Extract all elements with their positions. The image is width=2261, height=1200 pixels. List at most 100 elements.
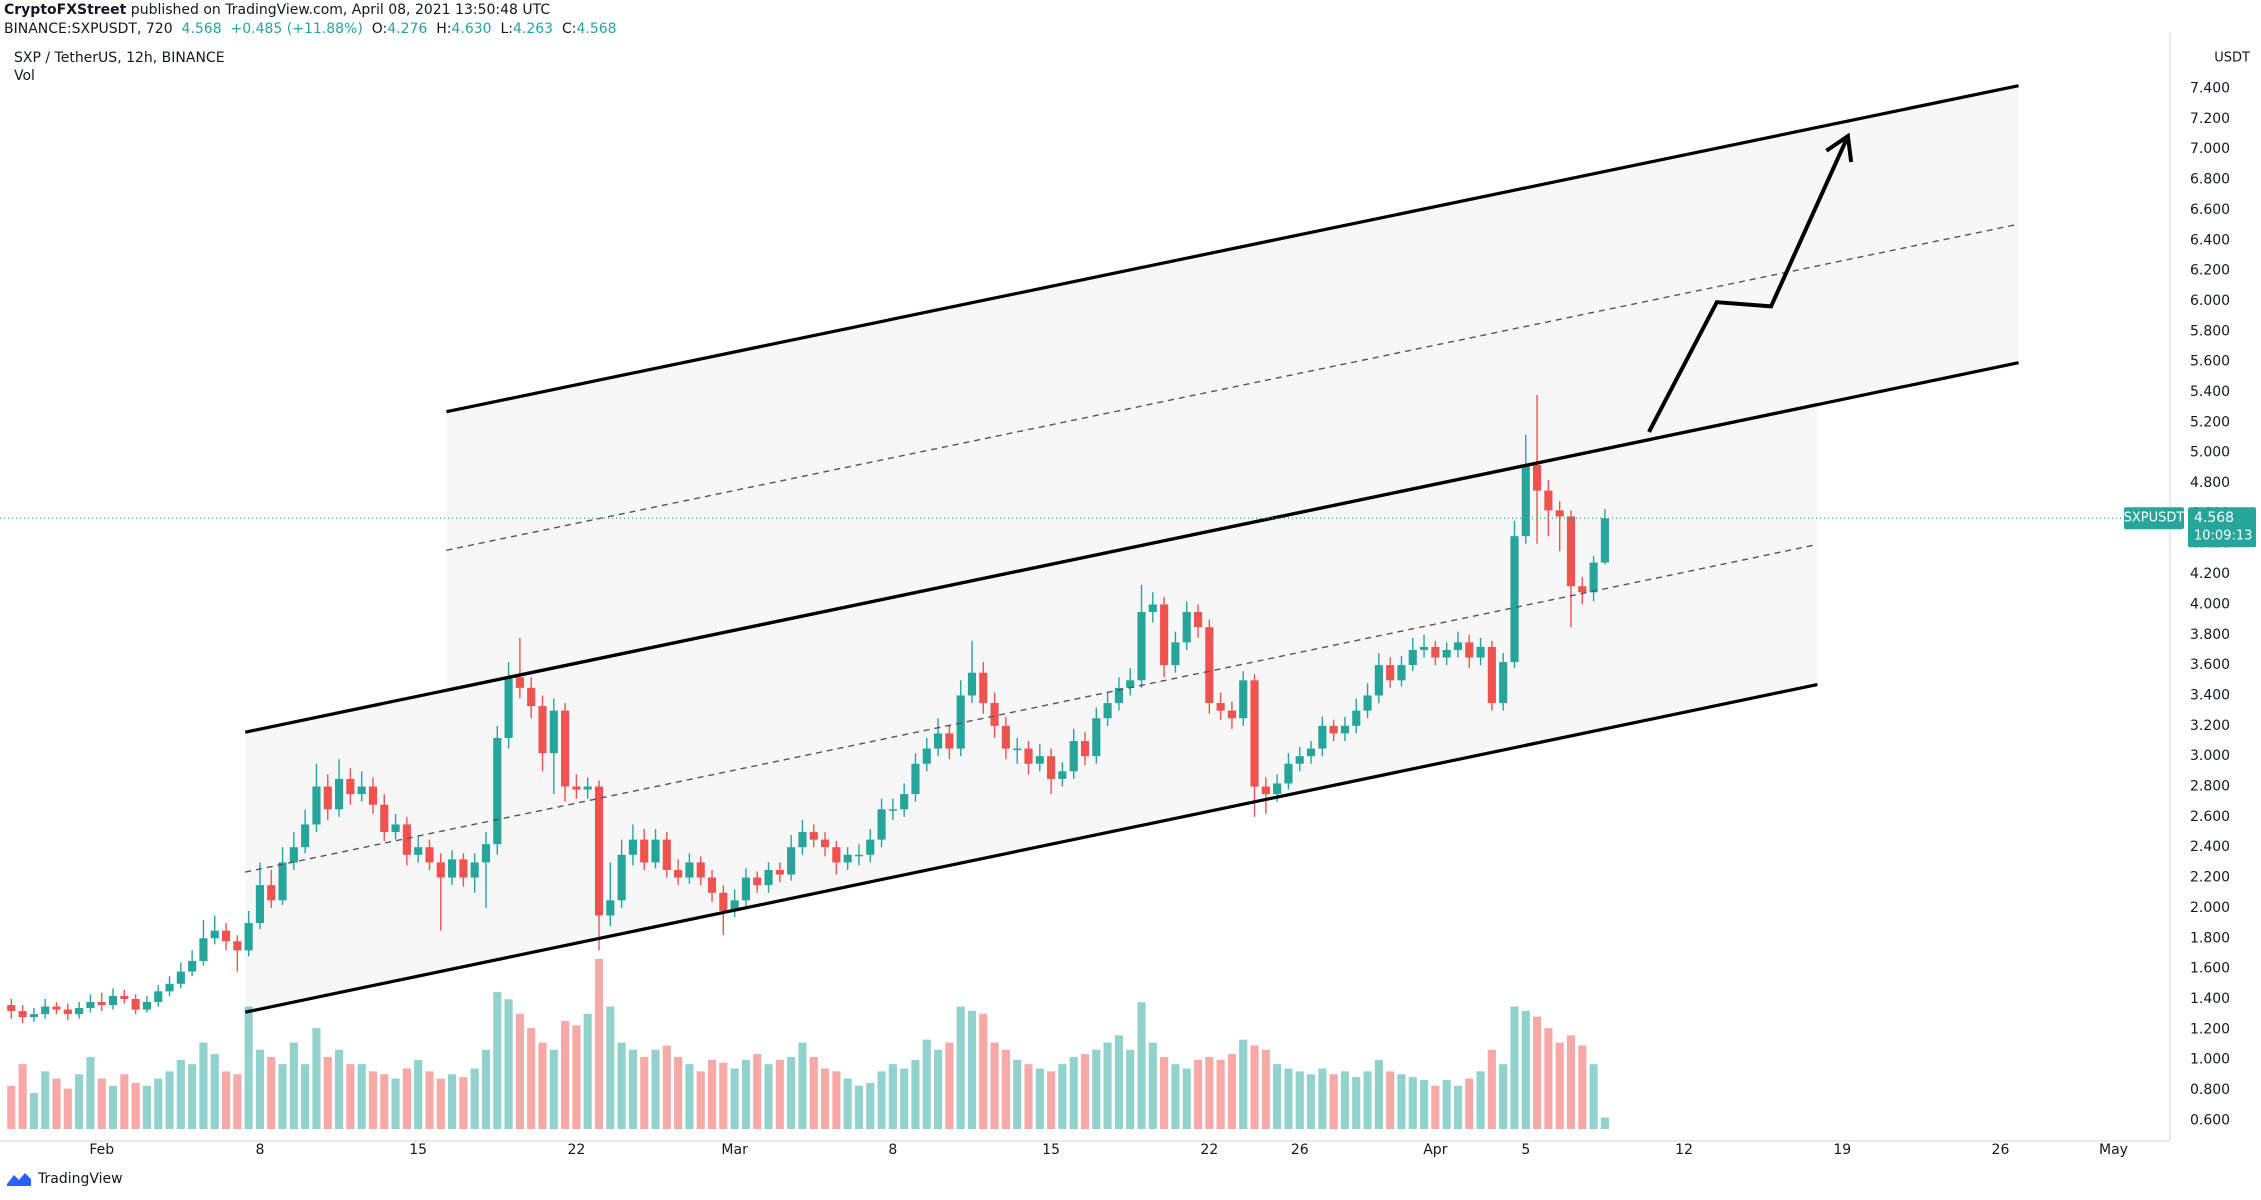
candle-body bbox=[368, 786, 378, 805]
candle-body bbox=[1476, 646, 1485, 658]
volume-bar bbox=[52, 1078, 61, 1129]
candle-body bbox=[1148, 604, 1157, 613]
candle-body bbox=[1205, 627, 1214, 704]
volume-bar bbox=[640, 1056, 649, 1129]
symbol-info: BINANCE:SXPUSDT, 720 bbox=[4, 21, 173, 37]
x-tick-label: 15 bbox=[1042, 1142, 1060, 1158]
volume-bar bbox=[255, 1049, 265, 1129]
volume-bar bbox=[764, 1064, 773, 1129]
candle-body bbox=[1363, 695, 1372, 711]
candle-body bbox=[854, 854, 864, 857]
volume-bar bbox=[120, 1074, 129, 1129]
candle-body bbox=[820, 839, 830, 848]
x-tick-label: 5 bbox=[1521, 1142, 1530, 1158]
candle-body bbox=[1374, 665, 1383, 696]
volume-bar bbox=[108, 1085, 118, 1129]
volume-bar bbox=[244, 1006, 253, 1129]
x-tick-label: May bbox=[2099, 1142, 2128, 1158]
volume-bar bbox=[323, 1056, 332, 1129]
volume-bar bbox=[63, 1088, 72, 1129]
candle-body bbox=[1227, 710, 1236, 719]
candle-body bbox=[1487, 646, 1496, 704]
volume-bar bbox=[1306, 1074, 1316, 1129]
volume-bar bbox=[527, 1028, 536, 1129]
volume-bar bbox=[1340, 1071, 1350, 1129]
candle-body bbox=[1250, 680, 1259, 787]
x-tick-label: 26 bbox=[1291, 1142, 1309, 1158]
volume-bar bbox=[696, 1071, 705, 1129]
volume-bar bbox=[1555, 1042, 1564, 1129]
candle-body bbox=[515, 677, 524, 688]
candle-body bbox=[696, 862, 705, 878]
channel-line bbox=[244, 682, 1818, 1014]
volume-bar bbox=[1114, 1035, 1123, 1129]
volume-bar bbox=[594, 959, 604, 1129]
candle-body bbox=[493, 737, 502, 845]
volume-bar bbox=[1205, 1056, 1214, 1129]
candle-body bbox=[911, 763, 920, 795]
volume-bar bbox=[990, 1042, 999, 1129]
volume-bar bbox=[775, 1059, 784, 1129]
y-tick-label: 0.600 bbox=[2190, 1112, 2230, 1128]
candle-body bbox=[391, 824, 400, 833]
candle-body bbox=[572, 786, 581, 790]
candle-body bbox=[97, 1001, 106, 1006]
y-tick-label: 6.600 bbox=[2190, 202, 2230, 218]
y-tick-label: 6.000 bbox=[2190, 293, 2230, 309]
volume-bar bbox=[1261, 1049, 1270, 1129]
y-tick-label: 3.800 bbox=[2190, 627, 2230, 643]
y-tick-label: 5.800 bbox=[2190, 323, 2230, 339]
volume-bar bbox=[798, 1042, 807, 1129]
candle-body bbox=[1408, 649, 1417, 666]
candle-body bbox=[1261, 786, 1270, 795]
candle-body bbox=[1544, 490, 1553, 511]
volume-bar bbox=[7, 1085, 16, 1129]
candle-body bbox=[1126, 680, 1135, 688]
candle-body bbox=[289, 847, 298, 863]
volume-bar bbox=[1431, 1085, 1440, 1129]
ohlc-value: 4.263 bbox=[513, 21, 554, 37]
y-tick-label: 6.800 bbox=[2190, 172, 2230, 188]
y-tick-label: 1.800 bbox=[2190, 930, 2230, 946]
volume-bar bbox=[967, 1010, 977, 1129]
volume-bar bbox=[1295, 1071, 1304, 1129]
candle-body bbox=[1239, 680, 1248, 719]
volume-bar bbox=[1487, 1049, 1496, 1129]
volume-bar bbox=[334, 1049, 344, 1129]
volume-bar bbox=[346, 1064, 355, 1129]
volume-bar bbox=[787, 1056, 796, 1129]
volume-bar bbox=[97, 1078, 106, 1129]
candle-body bbox=[866, 839, 875, 855]
candle-body bbox=[1035, 756, 1044, 764]
volume-bar bbox=[1544, 1028, 1553, 1129]
author: CryptoFXStreet bbox=[4, 2, 127, 18]
candle-body bbox=[527, 687, 536, 707]
candle-body bbox=[165, 983, 174, 992]
candle-body bbox=[255, 885, 265, 924]
volume-bar bbox=[866, 1082, 875, 1129]
candle-body bbox=[7, 1005, 16, 1012]
volume-bar bbox=[1453, 1085, 1463, 1129]
volume-bar bbox=[900, 1068, 909, 1129]
candle-body bbox=[380, 804, 389, 833]
candle-body bbox=[1352, 710, 1361, 726]
candle-body bbox=[934, 733, 943, 749]
volume-bar bbox=[979, 1013, 988, 1129]
publish-line: CryptoFXStreet published on TradingView.… bbox=[4, 2, 550, 18]
candle-body bbox=[719, 892, 728, 911]
volume-bar bbox=[86, 1056, 95, 1129]
candle-body bbox=[1600, 518, 1609, 563]
y-tick-label: 3.600 bbox=[2190, 657, 2230, 673]
volume-bar bbox=[538, 1042, 547, 1129]
y-tick-label: 6.200 bbox=[2190, 263, 2230, 279]
volume-bar bbox=[617, 1042, 626, 1129]
brand-name: TradingView bbox=[38, 1171, 123, 1187]
x-tick-label: 8 bbox=[255, 1142, 264, 1158]
ohlc-label: O: bbox=[371, 21, 388, 37]
candle-body bbox=[1171, 642, 1180, 666]
volume-bar bbox=[289, 1042, 298, 1129]
y-tick-label: 1.400 bbox=[2190, 991, 2230, 1007]
candle-body bbox=[210, 930, 219, 939]
y-tick-label: 3.400 bbox=[2190, 687, 2230, 703]
volume-bar bbox=[1001, 1049, 1010, 1129]
